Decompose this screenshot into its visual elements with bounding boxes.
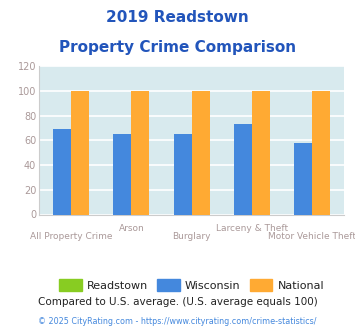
Bar bbox=[131, 91, 149, 214]
Text: Property Crime Comparison: Property Crime Comparison bbox=[59, 40, 296, 54]
Bar bbox=[252, 91, 270, 214]
Bar bbox=[53, 129, 71, 214]
Text: Compared to U.S. average. (U.S. average equals 100): Compared to U.S. average. (U.S. average … bbox=[38, 297, 317, 307]
Bar bbox=[113, 134, 131, 214]
Bar bbox=[71, 91, 89, 214]
Bar bbox=[294, 143, 312, 214]
Bar bbox=[192, 91, 210, 214]
Text: Larceny & Theft: Larceny & Theft bbox=[216, 224, 288, 233]
Bar bbox=[174, 134, 192, 214]
Bar bbox=[312, 91, 331, 214]
Text: Burglary: Burglary bbox=[173, 232, 211, 241]
Bar bbox=[234, 124, 252, 214]
Text: Arson: Arson bbox=[119, 224, 144, 233]
Text: © 2025 CityRating.com - https://www.cityrating.com/crime-statistics/: © 2025 CityRating.com - https://www.city… bbox=[38, 317, 317, 326]
Text: 2019 Readstown: 2019 Readstown bbox=[106, 10, 249, 25]
Text: Motor Vehicle Theft: Motor Vehicle Theft bbox=[268, 232, 355, 241]
Text: All Property Crime: All Property Crime bbox=[30, 232, 112, 241]
Legend: Readstown, Wisconsin, National: Readstown, Wisconsin, National bbox=[55, 275, 328, 295]
